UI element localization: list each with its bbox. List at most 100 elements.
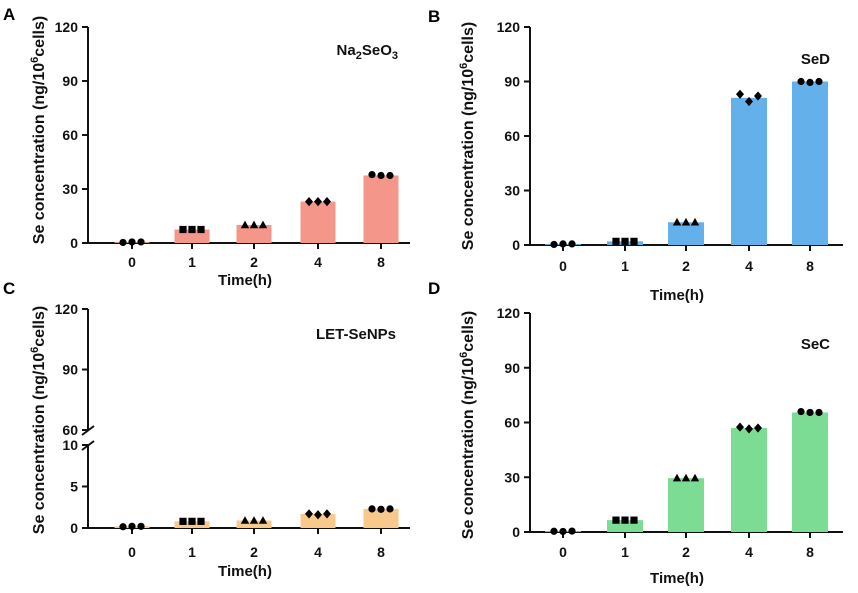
panel-b-replicate-point (815, 77, 823, 86)
panel-d-title: SeC (801, 336, 830, 353)
panel-c-title: LET-SeNPs (316, 326, 396, 343)
panel-c-bar (236, 520, 272, 528)
panel-a-replicate-point (249, 220, 259, 229)
panel-a-ytick-label: 60 (62, 127, 78, 143)
panel-a-replicate-point (386, 171, 394, 180)
panel-b-ytick-label: 60 (504, 128, 520, 144)
panel-c-replicate-point (258, 516, 268, 524)
panel-a-replicate-point (377, 171, 385, 180)
panel-a-replicate-point (314, 197, 322, 207)
panel-a-xtick-label: 1 (188, 254, 196, 270)
panel-c-replicate-point (386, 505, 394, 513)
panel-a-ytick-label: 0 (70, 235, 78, 251)
panel-c-ytick-label: 90 (62, 362, 78, 378)
panel-c-replicate-point (119, 523, 127, 531)
panel-b-bar (668, 222, 704, 245)
panel-b-ytick-label: 30 (504, 183, 520, 199)
panel-d-replicate-point (745, 424, 753, 434)
panel-c-replicate-point (323, 509, 331, 519)
panel-b-replicate-point (797, 77, 805, 86)
panel-a-replicate-point (258, 220, 268, 229)
panel-b-replicate-point (621, 237, 629, 245)
panel-d-xtick-label: 1 (621, 544, 629, 560)
panel-letter-c: C (3, 279, 15, 298)
panel-b-bar (731, 97, 767, 245)
panel-d-replicate-point (681, 473, 691, 482)
panel-a-replicate-point (197, 225, 205, 234)
panel-d-replicate-point (797, 407, 805, 416)
panel-c-replicate-point (249, 516, 259, 524)
panel-a-replicate-point (240, 220, 250, 229)
panel-b-ytick-label: 0 (512, 237, 520, 253)
panel-c-replicate-point (188, 517, 196, 525)
panel-d-replicate-point (612, 516, 620, 524)
panel-c-ytick-label: 60 (62, 422, 78, 438)
panel-c-replicate-point (128, 522, 136, 530)
panel-d-replicate-point (736, 422, 744, 432)
panel-d-ylabel: Se concentration (ng/106cells) (458, 311, 477, 539)
panel-a-ytick-label: 30 (62, 181, 78, 197)
panel-a-replicate-point (368, 171, 376, 179)
panel-b-title: SeD (801, 51, 830, 68)
panel-a-replicate-point (119, 238, 127, 247)
panel-b-xtick-label: 2 (682, 258, 690, 274)
panel-b-xtick-label: 0 (559, 258, 567, 274)
panel-d-replicate-point (630, 516, 638, 524)
panel-c-xtick-label: 8 (377, 544, 385, 560)
panel-c-ylabel: Se concentration (ng/106cells) (29, 306, 48, 534)
panel-a-replicate-point (179, 225, 187, 234)
panel-c-xtick-label: 4 (314, 544, 322, 560)
panel-d-replicate-point (621, 516, 629, 524)
panel-c-ytick-label: 5 (70, 479, 78, 495)
panel-d-bar (607, 520, 643, 532)
panel-d-ytick-label: 0 (512, 524, 520, 540)
panel-a-xtick-label: 4 (314, 254, 322, 270)
panel-c-ytick-label: 120 (55, 301, 79, 317)
panel-c-xlabel: Time(h) (218, 563, 272, 580)
panel-letter-b: B (428, 7, 440, 26)
panel-d-ytick-label: 90 (504, 360, 520, 376)
panel-a-bar (236, 225, 272, 243)
panel-c-ytick-label: 10 (62, 437, 78, 453)
panel-b-xlabel: Time(h) (650, 287, 704, 304)
panel-c-replicate-point (137, 522, 145, 530)
panel-b-xtick-label: 8 (806, 258, 814, 274)
panel-b-ytick-label: 90 (504, 74, 520, 90)
panel-letter-a: A (3, 5, 15, 24)
panel-a-xtick-label: 2 (250, 254, 258, 270)
panel-c-replicate-point (179, 517, 187, 525)
panel-d-bar (792, 412, 828, 532)
panel-b-replicate-point (681, 217, 691, 226)
panel-b-bar (792, 81, 828, 245)
panel-a-ytick-label: 120 (55, 19, 79, 35)
panel-c-replicate-point (368, 505, 376, 513)
panel-a-replicate-point (128, 238, 136, 246)
panel-a-replicate-point (137, 238, 145, 246)
panel-c-replicate-point (314, 510, 322, 520)
panel-a-bar (363, 175, 399, 243)
panel-d-xtick-label: 4 (745, 544, 753, 560)
panel-d-replicate-point (672, 473, 682, 482)
panel-b-replicate-point (612, 237, 620, 245)
panel-a-replicate-point (188, 225, 196, 234)
panel-letter-d: D (428, 279, 440, 298)
panel-d-replicate-point (815, 408, 823, 417)
panel-b-ytick-label: 120 (497, 19, 521, 35)
panel-a-ytick-label: 90 (62, 73, 78, 89)
panel-c-bar (363, 508, 399, 528)
panel-b-xtick-label: 4 (745, 258, 753, 274)
panel-a-replicate-point (323, 197, 331, 207)
panel-b-replicate-point (630, 237, 638, 245)
panel-b-replicate-point (806, 78, 814, 87)
panel-c-replicate-point (305, 509, 313, 519)
panel-b-replicate-point (568, 240, 576, 248)
panel-a-xlabel: Time(h) (218, 272, 272, 289)
panel-d-ytick-label: 120 (497, 305, 521, 321)
panel-d-replicate-point (550, 527, 558, 535)
panel-d-replicate-point (754, 423, 762, 433)
panel-b-replicate-point (736, 89, 744, 99)
panel-d-bar (731, 427, 767, 532)
panel-c-replicate-point (377, 505, 385, 513)
